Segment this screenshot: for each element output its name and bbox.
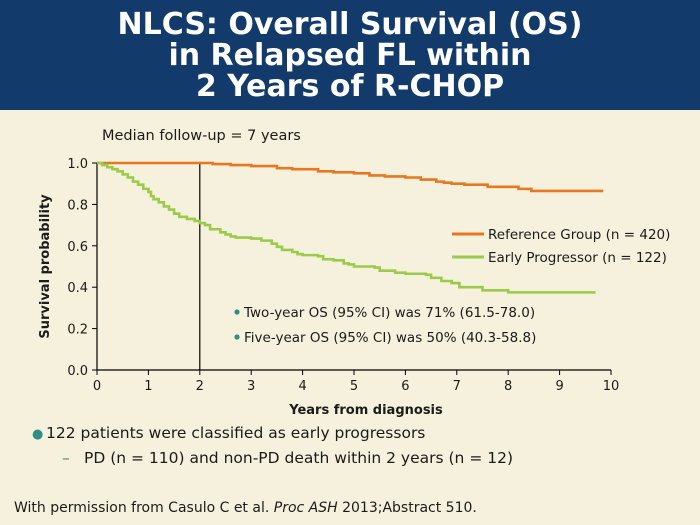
citation: With permission from Casulo C et al. Pro…	[14, 500, 477, 516]
series-line-0	[97, 161, 604, 193]
x-tick-label: 9	[555, 379, 563, 394]
y-tick-label: 1.0	[67, 157, 88, 172]
chart-annotations: Two-year OS (95% CI) was 71% (61.5-78.0)…	[234, 305, 536, 346]
x-tick-label: 8	[504, 379, 512, 394]
x-tick-label: 4	[298, 379, 306, 394]
annotation-bullet-icon	[234, 309, 240, 315]
chart-subtitle: Median follow-up = 7 years	[102, 128, 301, 144]
x-tick-label: 3	[247, 379, 255, 394]
y-axis-label: Survival probability	[38, 194, 53, 339]
annotation-bullet-icon	[234, 334, 240, 340]
survival-chart: Median follow-up = 7 years 0 1 2 3 4 5 6 7 8 9 100…	[38, 128, 670, 418]
y-tick-label: 0.8	[67, 198, 88, 213]
bullet-sub-text: PD (n = 110) and non-PD death within 2 y…	[84, 449, 513, 467]
citation-journal: Proc ASH	[273, 500, 338, 516]
y-tick-label: 0.4	[67, 281, 88, 296]
x-tick-label: 2	[196, 379, 204, 394]
bullet-list: ● 122 patients were classified as early …	[32, 424, 692, 467]
y-tick-label: 0.2	[67, 323, 88, 338]
chart-series-layer	[97, 161, 604, 294]
bullet-item: ● 122 patients were classified as early …	[32, 424, 692, 442]
x-tick-label: 5	[350, 379, 358, 394]
slide-title: NLCS: Overall Survival (OS) in Relapsed …	[0, 0, 700, 110]
x-tick-label: 6	[401, 379, 409, 394]
y-tick-label: 0.6	[67, 240, 88, 255]
x-tick-label: 1	[144, 379, 152, 394]
chart-legend: Reference Group (n = 420) Early Progresso…	[452, 227, 670, 266]
annotation-text-1: Five-year OS (95% CI) was 50% (40.3-58.8…	[244, 330, 536, 346]
x-tick-label: 7	[453, 379, 461, 394]
title-line-2: in Relapsed FL within	[168, 38, 532, 73]
legend-label-0: Reference Group (n = 420)	[488, 227, 670, 243]
citation-suffix: 2013;Abstract 510.	[337, 500, 477, 516]
bullet-dot-icon: ●	[32, 427, 44, 442]
sub-bullet-item: – PD (n = 110) and non-PD death within 2…	[62, 449, 692, 467]
dash-icon: –	[62, 449, 70, 467]
y-tick-label: 0.0	[67, 364, 88, 379]
x-tick-label: 10	[603, 379, 620, 394]
chart-axes: 0 1 2 3 4 5 6 7 8 9 10 0.0 0.2 0.4 0.6 0.8 1.0 Years from…	[38, 157, 619, 418]
title-line-3: 2 Years of R-CHOP	[195, 69, 505, 104]
x-tick-label: 0	[93, 379, 101, 394]
bullet-main-text: 122 patients were classified as early pr…	[46, 424, 426, 442]
x-axis-label: Years from diagnosis	[288, 403, 443, 418]
series-line-1	[97, 161, 596, 294]
citation-prefix: With permission from Casulo C et al.	[14, 500, 274, 516]
legend-label-1: Early Progressor (n = 122)	[488, 250, 667, 266]
annotation-text-0: Two-year OS (95% CI) was 71% (61.5-78.0)	[243, 305, 535, 321]
title-line-1: NLCS: Overall Survival (OS)	[117, 7, 583, 42]
